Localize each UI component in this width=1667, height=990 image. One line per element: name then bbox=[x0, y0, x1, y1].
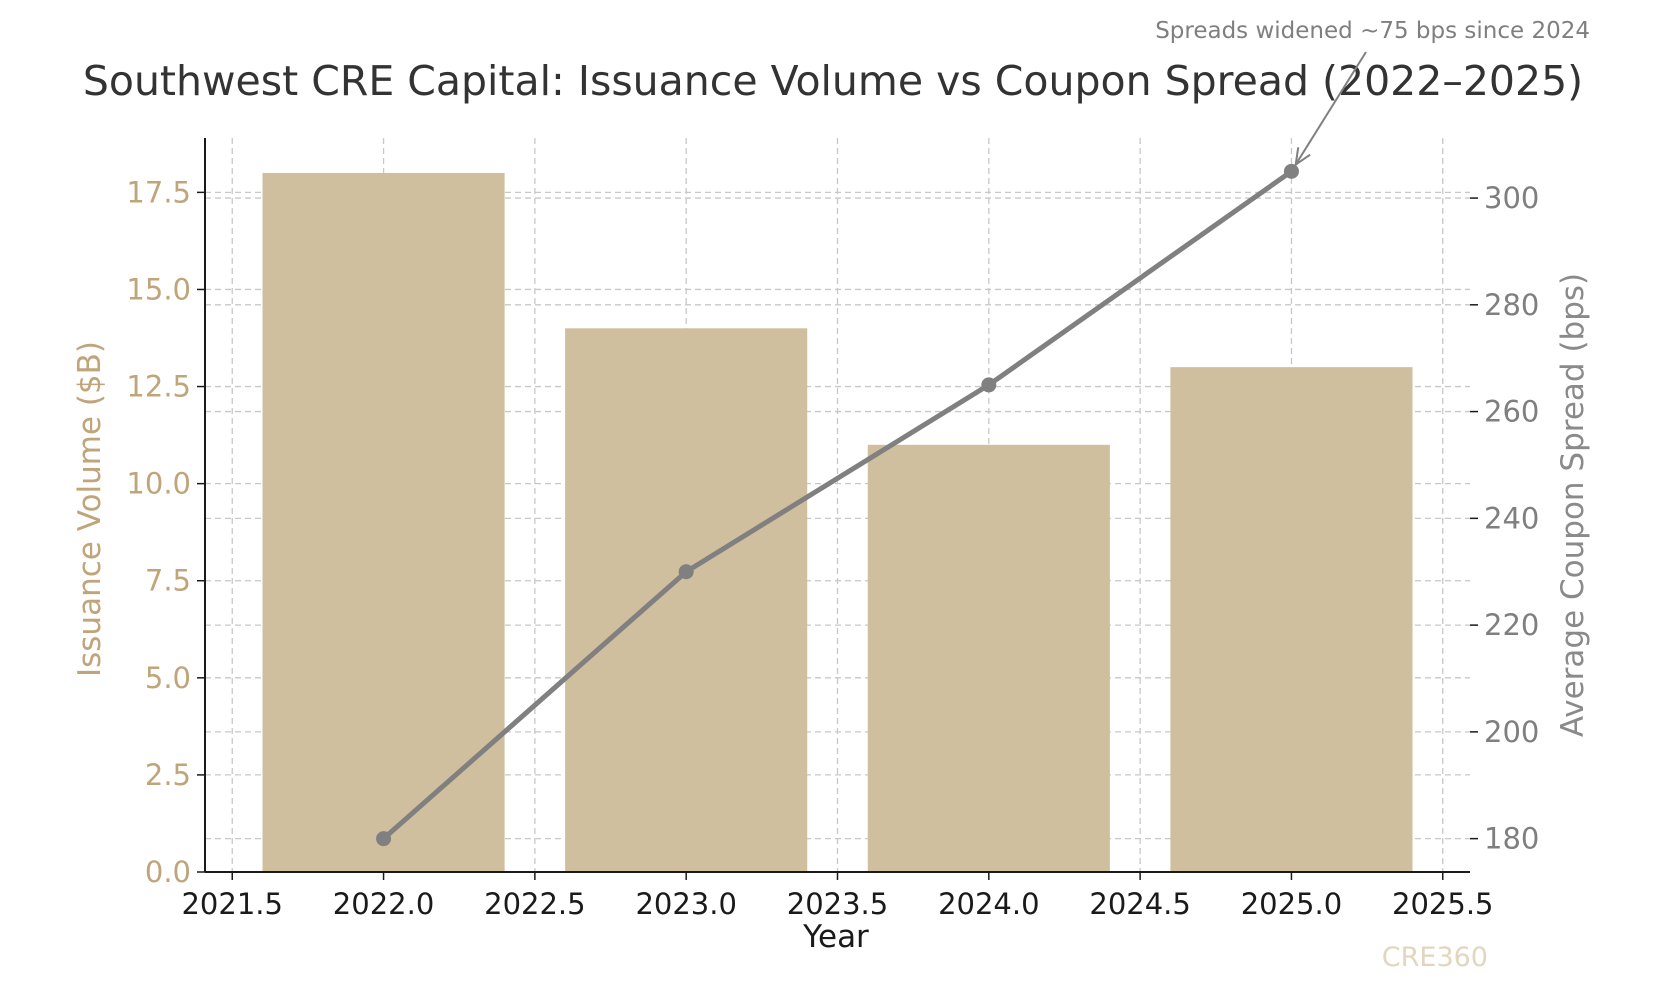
y-right-tick-label: 300 bbox=[1484, 181, 1539, 215]
axes bbox=[197, 138, 1478, 880]
y-right-tick-label: 200 bbox=[1484, 715, 1539, 749]
annotation-arrow bbox=[1294, 51, 1367, 166]
bar-2022 bbox=[262, 172, 505, 872]
annotation: Spreads widened ~75 bps since 2024 bbox=[1155, 18, 1590, 167]
y-left-tick-label: 5.0 bbox=[145, 661, 191, 695]
y-left-tick-label: 12.5 bbox=[126, 370, 191, 404]
bar-2025 bbox=[1170, 367, 1413, 872]
x-tick-label: 2025.5 bbox=[1392, 887, 1493, 921]
bar-2024 bbox=[867, 444, 1110, 872]
y-left-tick-label: 15.0 bbox=[126, 272, 191, 306]
bar-2023 bbox=[565, 328, 808, 873]
x-tick-label: 2024.0 bbox=[938, 887, 1039, 921]
y-left-tick-label: 2.5 bbox=[145, 758, 191, 792]
x-tick-label: 2024.5 bbox=[1089, 887, 1190, 921]
x-axis-label: Year bbox=[802, 919, 869, 955]
y-right-tick-label: 180 bbox=[1484, 822, 1539, 856]
annotation-arrowhead bbox=[1294, 147, 1311, 167]
spread-point-2023 bbox=[678, 564, 694, 580]
spread-point-2022 bbox=[376, 831, 392, 847]
spread-point-2025 bbox=[1283, 163, 1299, 179]
watermark: CRE360 bbox=[1382, 942, 1488, 973]
annotation-text: Spreads widened ~75 bps since 2024 bbox=[1155, 18, 1590, 44]
y-right-tick-label: 280 bbox=[1484, 288, 1539, 322]
x-tick-label: 2022.5 bbox=[484, 887, 585, 921]
y-left-tick-label: 10.0 bbox=[126, 467, 191, 501]
bars bbox=[262, 172, 1413, 873]
y-left-tick-label: 7.5 bbox=[145, 564, 191, 598]
spread-line-path bbox=[381, 168, 1294, 842]
x-tick-label: 2022.0 bbox=[333, 887, 434, 921]
tick-labels: 2021.5 2022.0 2022.5 2023.0 2023.5 2024.0 2024… bbox=[126, 175, 1539, 921]
chart-title: Southwest CRE Capital: Issuance Volume v… bbox=[83, 57, 1583, 105]
x-tick-label: 2021.5 bbox=[181, 887, 282, 921]
y-left-tick-label: 0.0 bbox=[145, 855, 191, 889]
spread-point-2024 bbox=[981, 377, 997, 393]
y-left-axis-label: Issuance Volume ($B) bbox=[72, 341, 108, 677]
y-right-tick-label: 260 bbox=[1484, 395, 1539, 429]
x-tick-label: 2023.0 bbox=[635, 887, 736, 921]
spread-line bbox=[376, 163, 1299, 847]
x-tick-label: 2023.5 bbox=[787, 887, 888, 921]
y-right-tick-label: 220 bbox=[1484, 608, 1539, 642]
y-left-tick-label: 17.5 bbox=[126, 175, 191, 209]
x-tick-label: 2025.0 bbox=[1241, 887, 1342, 921]
y-right-tick-label: 240 bbox=[1484, 501, 1539, 535]
y-right-axis-label: Average Coupon Spread (bps) bbox=[1555, 273, 1591, 737]
